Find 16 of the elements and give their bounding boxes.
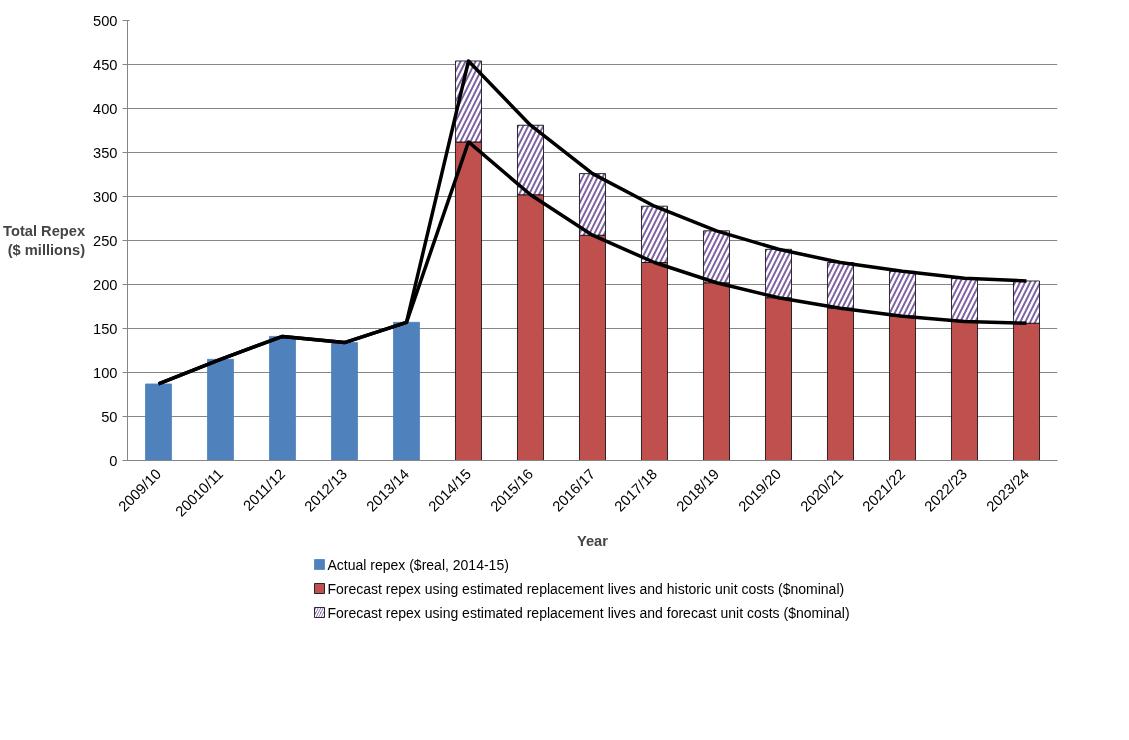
y-tick-label: 0 [109,452,118,469]
y-tick-label: 100 [93,364,118,381]
y-tick-label: 450 [93,56,118,73]
y-tick-label: 350 [93,144,118,161]
y-axis-title: Total Repex ($ millions) [3,222,86,259]
legend-label: Forecast repex using estimated replacement lives and forecast unit costs ($nominal) [327,604,850,621]
y-tick-label: 400 [93,100,118,117]
y-tick-label: 50 [101,408,118,425]
y-tick-label: 150 [93,320,118,337]
y-tick-label: 300 [93,188,118,205]
legend-label: Actual repex ($real, 2014-15) [327,556,509,573]
x-axis-title: Year [577,533,609,550]
legend-label: Forecast repex using estimated replacement lives and historic unit costs ($nominal) [327,580,845,597]
y-tick-label: 500 [93,12,118,29]
y-tick-label: 200 [93,276,118,293]
y-tick-label: 250 [93,232,118,249]
